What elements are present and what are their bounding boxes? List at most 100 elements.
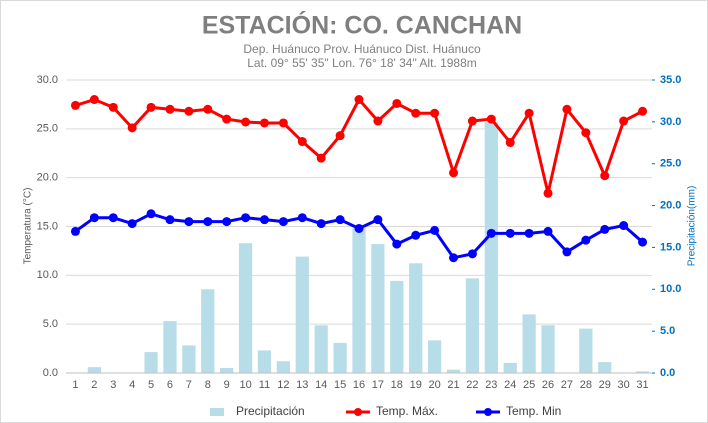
legend-swatch [354,408,362,416]
point [146,209,156,219]
x-tick-label: 17 [372,379,384,391]
point [259,118,269,128]
x-tick-label: 4 [129,379,135,391]
x-tick-label: 15 [334,379,346,391]
y-tick-label: 10.0 [37,269,58,281]
bar [503,362,517,373]
x-tick-label: 18 [391,379,403,391]
point [203,217,213,227]
y2-tick-label: 10.0 [660,283,681,295]
x-tick-label: 24 [504,379,516,391]
y2-tick-label: 15.0 [660,241,681,253]
legend-swatch [484,408,492,416]
point [600,171,610,181]
bar [201,289,215,373]
point [562,104,572,114]
point [335,215,345,225]
point [108,102,118,112]
point [411,230,421,240]
point [222,217,232,227]
y-tick-label: 15.0 [37,220,58,232]
chart-subtitle: Lat. 09° 55' 35" Lon. 76° 18' 34" Alt. 1… [247,56,477,70]
bar [427,340,442,373]
bar [87,367,101,373]
x-tick-label: 21 [447,379,459,391]
point [316,219,326,229]
point [449,253,459,263]
x-tick-label: 12 [277,379,289,391]
bar [484,121,498,373]
point [184,106,194,116]
x-tick-label: 16 [353,379,365,391]
point [543,226,553,236]
point [278,118,288,128]
y2-axis-label: Precipitación(mm) [687,186,698,267]
bar [541,325,555,373]
y-tick-label: 5.0 [43,318,58,330]
legend-label: Temp. Min [506,404,561,418]
x-tick-label: 11 [259,379,270,391]
point [241,213,251,223]
x-tick-label: 28 [580,379,592,391]
x-tick-label: 5 [148,379,154,391]
bar [390,280,404,373]
x-tick-label: 13 [296,379,308,391]
bar [598,362,612,373]
bar [144,352,158,373]
point [89,213,99,223]
y-tick-label: 0.0 [43,367,58,379]
y-tick-label: 20.0 [37,172,58,184]
point [278,217,288,227]
point [619,116,629,126]
y2-tick-label: 0.0 [660,367,675,379]
legend-label: Temp. Máx. [376,404,438,418]
x-tick-label: 8 [205,379,211,391]
bar [371,244,385,373]
x-tick-label: 6 [167,379,173,391]
x-tick-label: 2 [91,379,97,391]
point [524,228,534,238]
point [467,116,477,126]
bar [276,361,291,373]
bar [522,314,536,373]
point [505,228,515,238]
point [467,249,477,259]
chart-title: ESTACIÓN: CO. CANCHAN [202,10,522,40]
bar [635,371,650,373]
point [89,95,99,105]
chart-subtitle: Dep. Huánuco Prov. Huánuco Dist. Huánuco [243,42,481,56]
legend-label: Precipitación [236,404,305,418]
point [70,100,80,110]
bar [257,350,272,373]
point [524,108,534,118]
point [108,213,118,223]
point [297,137,307,147]
bar [295,256,309,373]
x-tick-label: 29 [599,379,611,391]
x-tick-label: 31 [636,379,648,391]
point [581,235,591,245]
y-tick-label: 30.0 [37,74,58,86]
y2-tick-label: 25.0 [660,158,681,170]
bar [352,228,366,373]
x-tick-label: 14 [315,379,327,391]
point [449,168,459,178]
x-tick-label: 7 [186,379,192,391]
y2-tick-label: 35.0 [660,74,681,86]
x-tick-label: 22 [466,379,478,391]
point [241,117,251,127]
point [146,102,156,112]
point [165,104,175,114]
bar [220,367,234,373]
point [430,108,440,118]
point [354,95,364,105]
point [392,239,402,249]
point [184,217,194,227]
point [638,237,648,247]
point [203,104,213,114]
point [486,114,496,124]
point [505,138,515,148]
point [335,131,345,141]
point [165,215,175,225]
